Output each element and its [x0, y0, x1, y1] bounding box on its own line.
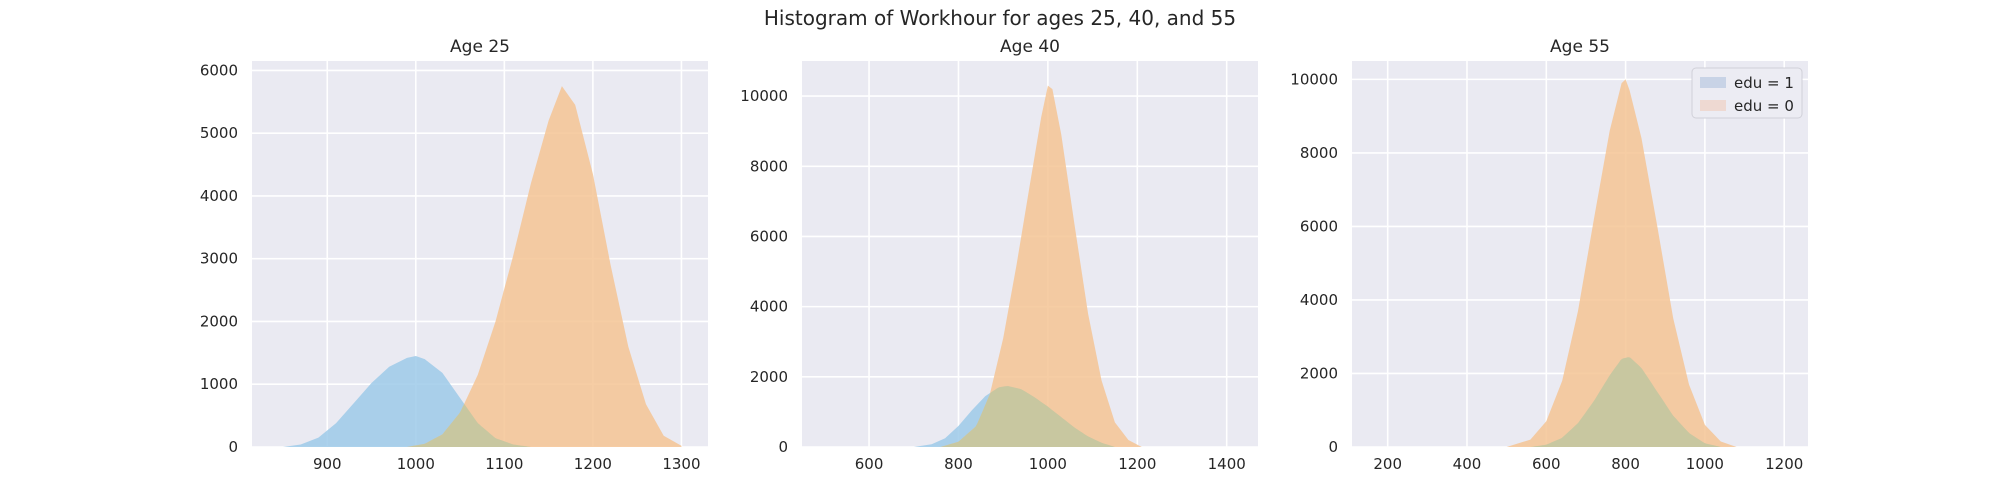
x-tick-label: 900 — [313, 455, 342, 473]
y-tick-label: 10000 — [1290, 70, 1338, 88]
figure-suptitle: Histogram of Workhour for ages 25, 40, a… — [764, 6, 1236, 30]
legend-label: edu = 1 — [1734, 74, 1794, 92]
y-tick-label: 10000 — [740, 87, 788, 105]
y-tick-label: 0 — [228, 438, 238, 456]
x-tick-label: 400 — [1453, 455, 1482, 473]
x-tick-label: 1000 — [397, 455, 435, 473]
legend: edu = 1 edu = 0 — [1691, 67, 1803, 119]
series-edu0-area — [1506, 79, 1737, 448]
series-edu0-area — [940, 85, 1142, 447]
x-tick-label: 1200 — [574, 455, 612, 473]
x-tick-label: 1300 — [662, 455, 700, 473]
series-edu0-area — [407, 86, 682, 447]
y-tick-label: 8000 — [750, 157, 788, 175]
x-tick-label: 800 — [944, 455, 973, 473]
x-tick-label: 1000 — [1029, 455, 1067, 473]
x-tick-label: 600 — [855, 455, 884, 473]
series-overlap-area — [1530, 357, 1721, 447]
panel-title: Age 40 — [1000, 37, 1060, 57]
x-tick-label: 1200 — [1765, 455, 1803, 473]
y-tick-label: 1000 — [200, 375, 238, 393]
x-tick-label: 600 — [1532, 455, 1561, 473]
y-tick-label: 2000 — [1300, 364, 1338, 382]
x-tick-label: 1100 — [485, 455, 523, 473]
y-tick-label: 2000 — [750, 368, 788, 386]
x-tick-label: 1200 — [1118, 455, 1156, 473]
y-tick-label: 6000 — [200, 61, 238, 79]
y-tick-label: 0 — [778, 438, 788, 456]
y-tick-label: 2000 — [200, 312, 238, 330]
legend-swatch — [1700, 100, 1726, 111]
y-tick-label: 6000 — [750, 227, 788, 245]
y-tick-label: 0 — [1328, 438, 1338, 456]
y-tick-label: 4000 — [200, 187, 238, 205]
series-overlap-area — [940, 386, 1115, 447]
y-tick-label: 4000 — [750, 298, 788, 316]
x-tick-label: 1000 — [1686, 455, 1724, 473]
y-tick-label: 4000 — [1300, 291, 1338, 309]
panel-1: 900 1000 1100 1200 1300 0 1000 2000 3000 4000 5000… — [200, 37, 708, 473]
panel-3: 200 400 600 800 1000 1200 0 2000 4000 6000 8000 100… — [1290, 37, 1808, 473]
y-tick-label: 5000 — [200, 124, 238, 142]
x-tick-label: 1400 — [1208, 455, 1246, 473]
y-tick-label: 6000 — [1300, 217, 1338, 235]
y-tick-label: 8000 — [1300, 144, 1338, 162]
series-overlap-area — [407, 404, 531, 447]
panel-title: Age 25 — [450, 37, 510, 57]
x-tick-label: 200 — [1373, 455, 1402, 473]
panels: 900 1000 1100 1200 1300010002000300040005000… — [200, 37, 1808, 473]
x-tick-label: 800 — [1611, 455, 1640, 473]
panel-title: Age 55 — [1550, 37, 1610, 57]
panel-2: 600 800 1000 1200 1400 0 2000 4000 6000 8000 10000… — [740, 37, 1258, 473]
y-tick-label: 3000 — [200, 250, 238, 268]
legend-swatch — [1700, 77, 1726, 88]
legend-label: edu = 0 — [1734, 97, 1794, 115]
